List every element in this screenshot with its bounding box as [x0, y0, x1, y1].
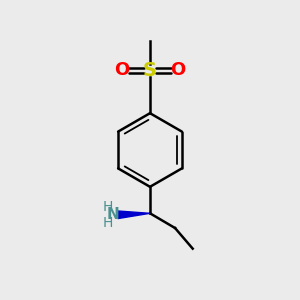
Text: O: O: [114, 61, 130, 80]
Text: H: H: [103, 200, 113, 214]
Polygon shape: [117, 211, 150, 219]
Text: N: N: [107, 207, 120, 222]
Text: H: H: [103, 216, 113, 230]
Text: O: O: [170, 61, 186, 80]
Text: S: S: [143, 61, 157, 80]
